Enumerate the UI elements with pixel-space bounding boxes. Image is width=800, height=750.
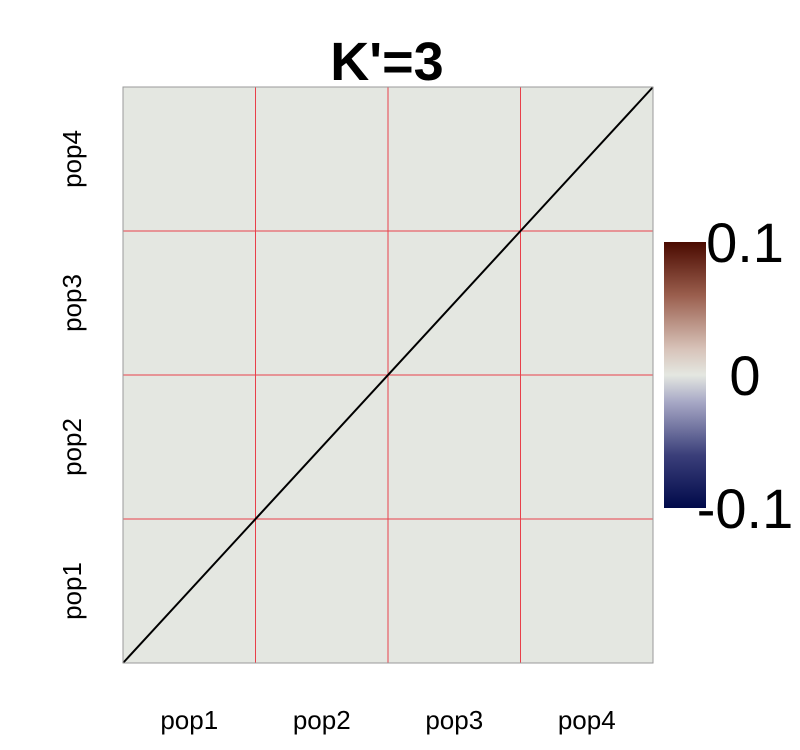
heatmap-cell (123, 375, 256, 519)
y-tick-label: pop4 (57, 130, 87, 188)
y-tick-label: pop1 (57, 562, 87, 620)
colorbar: 0.1 0 -0.1 (664, 211, 793, 540)
heatmap-cell (520, 519, 653, 663)
colorbar-tick-label: -0.1 (697, 477, 794, 540)
heatmap-cell (388, 519, 521, 663)
heatmap-cell (123, 87, 256, 231)
x-tick-label: pop3 (425, 705, 483, 735)
x-tick-labels: pop1 pop2 pop3 pop4 (160, 705, 615, 735)
heatmap-cell (123, 231, 256, 375)
x-tick-label: pop1 (160, 705, 218, 735)
heatmap-cell (520, 375, 653, 519)
chart-title: K'=3 (330, 32, 443, 92)
x-tick-label: pop2 (293, 705, 351, 735)
diagonal-line (122, 86, 654, 664)
colorbar-tick-label: 0 (729, 344, 760, 407)
heatmap-cell (520, 231, 653, 375)
heatmap-cell (388, 87, 521, 231)
heatmap-cell (255, 87, 388, 231)
heatmap-cell (255, 519, 388, 663)
plot-border (122, 86, 654, 664)
y-tick-label: pop3 (57, 274, 87, 332)
y-tick-label: pop2 (57, 418, 87, 476)
y-tick-labels: pop1 pop2 pop3 pop4 (57, 130, 87, 620)
colorbar-tick-label: 0.1 (706, 211, 784, 274)
heatmap-cell (388, 375, 521, 519)
heatmap-cell (255, 231, 388, 375)
heatmap-cells (123, 87, 653, 663)
colorbar-gradient (664, 242, 706, 508)
x-tick-label: pop4 (558, 705, 616, 735)
colorbar-tick-labels: 0.1 0 -0.1 (697, 211, 794, 540)
